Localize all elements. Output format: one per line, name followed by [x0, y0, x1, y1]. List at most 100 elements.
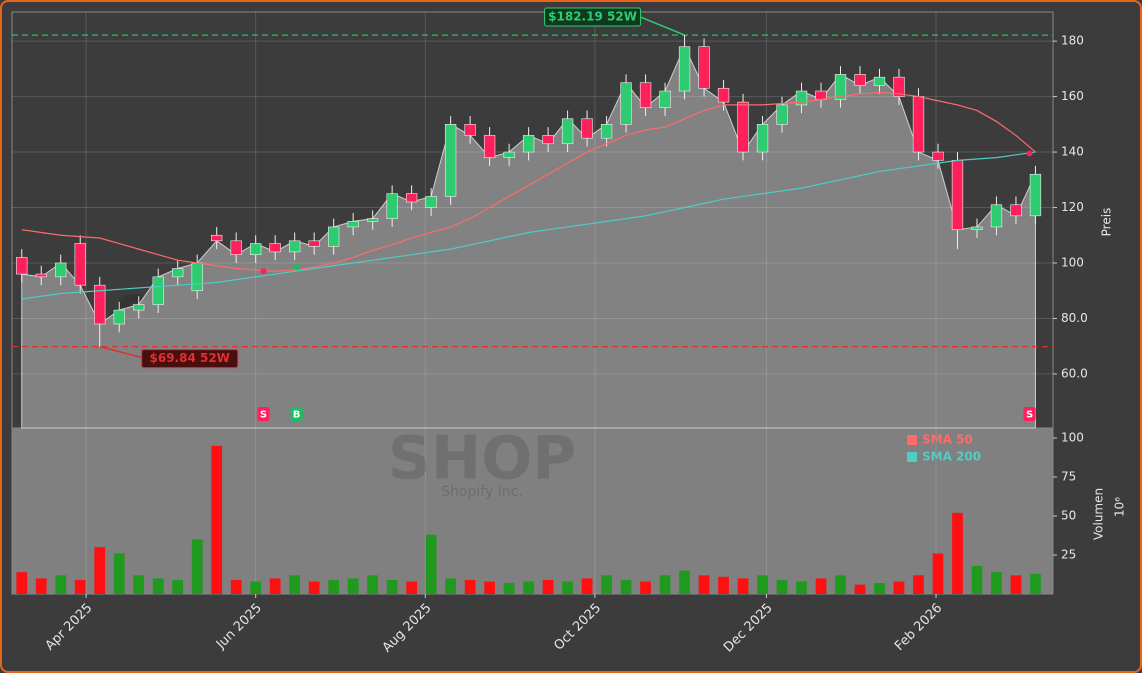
volume-y-tick-label: 25 — [1061, 547, 1076, 561]
annotation-label: $69.84 52W — [150, 351, 230, 365]
candle-body — [893, 76, 905, 97]
volume-bar — [16, 572, 28, 594]
volume-bar — [133, 575, 145, 594]
x-tick-label: Oct 2025 — [551, 601, 604, 654]
volume-bar — [55, 575, 67, 594]
candle-body — [405, 193, 418, 203]
volume-bar — [328, 579, 340, 594]
candle-body — [815, 90, 827, 100]
volume-bar — [230, 579, 242, 594]
annotation-arrow — [640, 16, 685, 36]
candle-body — [269, 243, 281, 253]
candle-body — [113, 309, 125, 325]
legend-label: SMA 50 — [922, 433, 973, 447]
annotation-arrow — [99, 345, 146, 360]
company-watermark: Shopify Inc. — [441, 484, 523, 500]
volume-bar — [211, 445, 223, 594]
volume-bar — [757, 575, 768, 594]
candle-body — [444, 124, 457, 197]
volume-bar — [835, 575, 846, 594]
signal-dot — [293, 264, 300, 271]
candle-body — [55, 262, 67, 278]
volume-bar — [893, 581, 905, 594]
candle-body — [600, 124, 613, 139]
candle-body — [522, 135, 535, 153]
volume-bar — [815, 578, 827, 594]
candle-body — [230, 240, 242, 255]
volume-bar — [347, 578, 359, 594]
candle-body — [366, 218, 379, 222]
candle-body — [425, 196, 437, 208]
signal-label: S — [260, 410, 267, 421]
volume-bar — [581, 578, 593, 594]
volume-bar — [874, 583, 885, 594]
candle-body — [698, 46, 710, 89]
candle-body — [873, 76, 886, 86]
candle-body — [503, 151, 515, 158]
volume-y-tick-label: 75 — [1061, 469, 1076, 483]
volume-bar — [94, 547, 106, 594]
signal-label: B — [293, 410, 301, 421]
candle-body — [483, 135, 496, 158]
candle-body — [854, 74, 866, 86]
candle-body — [16, 257, 28, 275]
volume-bar — [172, 579, 184, 594]
x-tick-label: Jun 2025 — [213, 601, 265, 653]
volume-bar — [854, 584, 866, 594]
volume-bar — [1030, 573, 1041, 594]
candle-body — [581, 118, 593, 139]
candle-body — [717, 87, 730, 103]
volume-bar — [737, 578, 749, 594]
y-tick-label: 60.0 — [1061, 366, 1088, 380]
volume-bar — [191, 539, 203, 594]
candle-body — [542, 135, 554, 145]
volume-bar — [484, 581, 495, 594]
candle-body — [94, 284, 106, 325]
candle-body — [620, 82, 632, 125]
volume-y-tick-label: 100 — [1061, 430, 1084, 444]
candle-body — [990, 204, 1003, 228]
signal-box — [290, 407, 303, 421]
candle-body — [386, 193, 398, 219]
candle-body — [1029, 173, 1042, 217]
y-axis-label: Preis — [1100, 208, 1114, 237]
sma-line — [21, 151, 1036, 300]
candle-body — [133, 304, 145, 311]
candle-body — [561, 118, 574, 145]
candle-body — [74, 243, 86, 286]
volume-bar — [464, 579, 476, 594]
volume-bar — [698, 575, 710, 594]
signal-label: S — [1026, 410, 1033, 421]
volume-bar — [308, 581, 320, 594]
candle-body — [250, 243, 262, 255]
volume-axis-label: Volumen — [1092, 488, 1106, 540]
ticker-watermark: SHOP — [388, 424, 576, 494]
volume-y-tick-label: 50 — [1061, 508, 1076, 522]
volume-bar — [620, 579, 632, 594]
volume-bar — [952, 512, 963, 594]
legend-swatch — [907, 452, 917, 462]
candle-body — [756, 124, 769, 153]
volume-bar — [601, 575, 612, 594]
candle-body — [191, 262, 203, 292]
candle-body — [308, 240, 320, 247]
candle-body — [35, 273, 47, 278]
volume-bar — [640, 581, 651, 594]
volume-bar — [445, 578, 456, 594]
candle-body — [152, 276, 164, 305]
x-tick-label: Feb 2026 — [892, 601, 945, 654]
volume-bar — [386, 579, 398, 594]
x-tick-label: Apr 2025 — [43, 601, 96, 654]
candle-body — [932, 151, 944, 161]
y-tick-label: 160 — [1061, 89, 1084, 103]
candle-body — [971, 226, 983, 231]
volume-bar — [35, 578, 47, 594]
candle-body — [951, 160, 964, 231]
y-tick-label: 80.0 — [1061, 311, 1088, 325]
volume-bar — [796, 581, 807, 594]
x-tick-label: Dec 2025 — [721, 601, 776, 656]
volume-bar — [523, 581, 534, 594]
y-tick-label: 100 — [1061, 255, 1084, 269]
sma-line — [21, 91, 1036, 272]
candle-body — [659, 90, 671, 108]
